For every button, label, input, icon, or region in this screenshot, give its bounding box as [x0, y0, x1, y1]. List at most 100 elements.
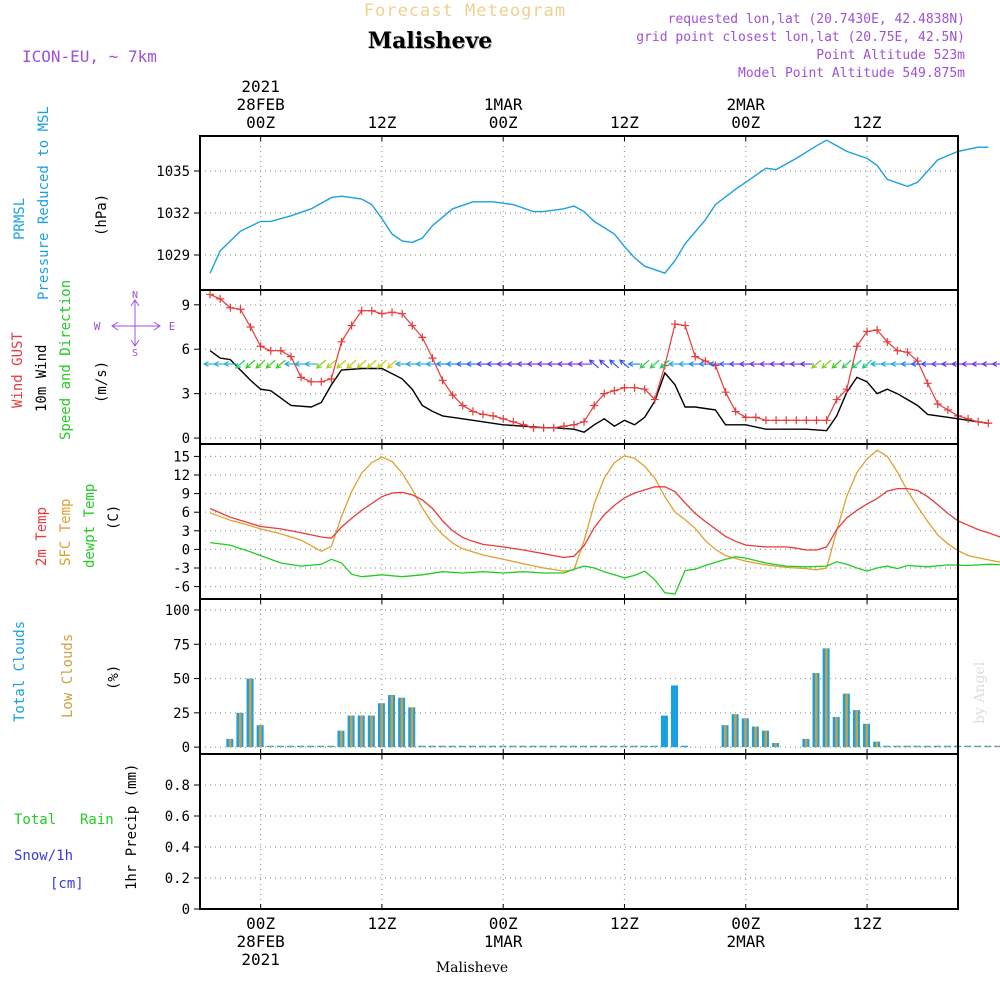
wind-arrow [346, 359, 357, 369]
clouds-low-label: Low Clouds [60, 634, 76, 718]
precip-unit: 1hr Precip (mm) [124, 764, 140, 890]
compass-arrows-icon [111, 299, 161, 347]
gust-marker [377, 309, 386, 318]
low-cloud-bar [511, 745, 515, 748]
low-cloud-bar [491, 745, 495, 748]
wind-arrow [841, 359, 852, 369]
gust-marker [772, 416, 781, 425]
gust-marker [408, 321, 417, 330]
y-tick-label: 1035 [156, 164, 190, 180]
gust-marker [509, 417, 518, 426]
meteogram-title: Malisheve [368, 28, 492, 54]
gust-marker [852, 342, 861, 351]
y-tick-label: 0 [182, 431, 190, 447]
low-cloud-bar [228, 738, 232, 748]
gust-marker [569, 420, 578, 429]
gust-marker [468, 407, 477, 416]
gust-marker [873, 325, 882, 334]
y-tick-label: 75 [173, 637, 190, 653]
low-cloud-bar [885, 745, 889, 748]
precip-total-label: Total [14, 812, 56, 828]
compass-w: W [94, 320, 101, 333]
gust-marker [964, 414, 973, 423]
wind-arrow [649, 359, 660, 369]
temp-2m-line [209, 486, 1000, 559]
pressure-label-2: Pressure Reduced to MSL [36, 106, 52, 300]
low-cloud-bar [420, 745, 424, 748]
low-cloud-bar [309, 745, 313, 748]
gust-marker [448, 391, 457, 400]
frame-layer [199, 135, 959, 910]
compass-n: N [132, 290, 138, 301]
info-requested: requested lon,lat (20.7430E, 42.4838N) [668, 12, 965, 27]
compass-e: E [169, 320, 176, 333]
gust-marker [832, 395, 841, 404]
low-cloud-bar [562, 745, 565, 748]
precip-snow-label: Snow/1h [14, 848, 73, 864]
low-cloud-bar [430, 745, 434, 748]
gust-marker [489, 411, 498, 420]
low-cloud-bar [926, 745, 929, 748]
meteogram-subtitle: Forecast Meteogram [364, 1, 566, 21]
temp-2m-label: 2m Temp [34, 507, 50, 566]
gust-marker [549, 423, 558, 432]
low-cloud-bar [804, 738, 808, 748]
pressure-label-1: PRMSL [12, 198, 28, 240]
gust-marker [499, 414, 508, 423]
compass-rose: N W E S [94, 290, 176, 359]
low-cloud-bar [855, 710, 858, 748]
wind-arrow [627, 361, 641, 367]
total-cloud-bar [681, 745, 689, 748]
y-tick-label: 6 [182, 342, 190, 358]
gust-marker [529, 423, 538, 432]
x-tick-label-bottom: 1MAR [484, 932, 523, 951]
clouds-total-label: Total Clouds [12, 621, 28, 722]
low-cloud-bar [653, 745, 656, 748]
gust-marker [286, 352, 295, 361]
low-cloud-bar [501, 745, 505, 748]
low-cloud-bar [390, 695, 394, 748]
wind-arrow [598, 359, 610, 369]
gust-marker [398, 309, 407, 318]
wind-arrow [831, 359, 842, 369]
low-cloud-bar [329, 745, 333, 748]
x-tick-label-top: 2MAR [726, 95, 765, 114]
low-cloud-bar [441, 745, 444, 748]
low-cloud-bar [238, 712, 242, 748]
gust-marker [519, 420, 528, 429]
gust-marker [751, 413, 760, 422]
gust-marker [600, 389, 609, 398]
low-cloud-bar [602, 745, 606, 748]
temp-sfc-label: SFC Temp [58, 499, 74, 566]
gust-marker [660, 361, 669, 370]
gust-marker [559, 422, 568, 431]
wind-arrow [325, 359, 337, 369]
low-cloud-bar [552, 745, 555, 748]
gust-marker [822, 416, 831, 425]
x-tick-label-top: 2021 [241, 77, 280, 96]
gust-marker [206, 290, 215, 299]
y-tick-label: 0.4 [165, 840, 190, 856]
wind-arrow [234, 359, 246, 369]
y-tick-label: 3 [182, 387, 190, 403]
x-tick-label-top: 1MAR [484, 95, 523, 114]
gust-marker [266, 346, 275, 355]
wind-arrow [659, 359, 670, 369]
gust-marker [458, 401, 467, 410]
gust-marker [337, 337, 346, 346]
x-tick-label-bottom: 28FEB [237, 932, 285, 951]
wind-gust-line [209, 293, 989, 429]
total-cloud-bar [660, 715, 668, 748]
wind-arrow [275, 359, 286, 369]
gust-marker [327, 374, 336, 383]
y-tick-label: 0 [182, 542, 190, 558]
low-cloud-bar [319, 745, 323, 748]
y-tick-label: 9 [182, 487, 190, 503]
low-cloud-bar [835, 716, 838, 748]
x-tick-label-bottom: 12Z [610, 914, 639, 933]
compass-s: S [132, 348, 138, 359]
info-gridpoint: grid point closest lon,lat (20.75E, 42.5… [636, 30, 965, 45]
low-cloud-bar [946, 745, 949, 748]
wind-arrow [315, 359, 327, 369]
wind-arrow [255, 359, 266, 369]
